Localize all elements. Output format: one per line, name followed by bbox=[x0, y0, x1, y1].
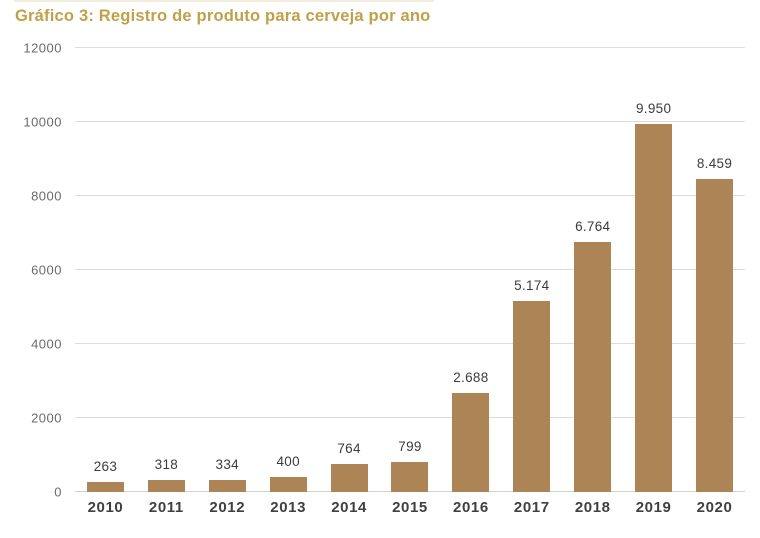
bar-column: 799 bbox=[380, 48, 441, 492]
y-axis-tick-label: 0 bbox=[54, 484, 62, 500]
bar-value-label: 9.950 bbox=[635, 100, 672, 116]
bar-value-label: 318 bbox=[154, 457, 179, 473]
bar bbox=[86, 482, 124, 492]
bar-column: 6.764 bbox=[562, 48, 623, 492]
plot-area: 263 318 334 400 764 799 2.688 5.174 6.764 9.950 8.… bbox=[75, 47, 745, 492]
x-axis-tick-label: 2010 bbox=[87, 499, 124, 516]
x-axis-tick-label: 2014 bbox=[331, 499, 367, 516]
gridline bbox=[75, 417, 745, 419]
x-axis: 2010 2011 2012 2013 2014 2015 2016 2017 2018 2019… bbox=[75, 499, 745, 521]
bar bbox=[696, 179, 734, 492]
bar-value-label: 8.459 bbox=[696, 156, 733, 172]
bar-column: 9.950 bbox=[623, 48, 684, 492]
y-axis-tick-label: 6000 bbox=[31, 262, 62, 278]
bar-value-label: 400 bbox=[276, 454, 300, 470]
bar bbox=[574, 241, 612, 492]
bar-column: 5.174 bbox=[501, 48, 562, 492]
bar-column: 334 bbox=[197, 48, 258, 492]
gridline bbox=[75, 47, 745, 48]
bar-column: 764 bbox=[319, 48, 380, 492]
bar bbox=[147, 480, 185, 492]
y-axis-tick-label: 12000 bbox=[23, 40, 62, 56]
x-axis-tick-label: 2013 bbox=[270, 499, 307, 516]
bar bbox=[452, 392, 490, 492]
bar bbox=[513, 300, 551, 492]
x-axis-tick-label: 2011 bbox=[148, 499, 184, 516]
y-axis-tick-label: 2000 bbox=[31, 410, 62, 426]
bar bbox=[635, 123, 673, 492]
chart-title: Gráfico 3: Registro de produto para cerv… bbox=[15, 7, 431, 25]
bar-column: 400 bbox=[258, 48, 319, 492]
bar-column: 263 bbox=[75, 48, 136, 492]
bar-value-label: 6.764 bbox=[575, 218, 611, 234]
x-axis-tick-label: 2015 bbox=[392, 499, 428, 516]
gridline bbox=[75, 269, 745, 270]
bar bbox=[391, 462, 429, 492]
bar-value-label: 764 bbox=[337, 440, 361, 456]
gridline bbox=[75, 343, 745, 345]
bar-value-label: 2.688 bbox=[453, 369, 489, 385]
top-divider bbox=[14, 0, 434, 2]
bar-column: 318 bbox=[136, 48, 197, 492]
gridline bbox=[75, 195, 745, 197]
bar-value-label: 799 bbox=[398, 439, 422, 455]
x-axis-tick-label: 2019 bbox=[635, 499, 672, 516]
bar-value-label: 334 bbox=[215, 456, 239, 472]
bar-value-label: 5.174 bbox=[514, 277, 550, 293]
x-axis-tick-label: 2020 bbox=[696, 499, 733, 516]
y-axis-tick-label: 8000 bbox=[31, 188, 62, 204]
y-axis-tick-label: 10000 bbox=[23, 114, 62, 130]
x-axis-tick-label: 2018 bbox=[574, 499, 611, 516]
bar-column: 2.688 bbox=[440, 48, 501, 492]
x-axis-tick-label: 2012 bbox=[209, 499, 246, 516]
y-axis-tick-label: 4000 bbox=[31, 336, 62, 352]
y-axis: 0 2000 4000 6000 8000 10000 12000 bbox=[0, 41, 62, 500]
bar bbox=[330, 463, 368, 492]
gridline bbox=[75, 121, 745, 122]
x-axis-tick-label: 2017 bbox=[513, 499, 550, 516]
bar-value-label: 263 bbox=[93, 459, 118, 475]
x-axis-tick-label: 2016 bbox=[453, 499, 489, 516]
bar bbox=[208, 479, 246, 492]
bar bbox=[269, 477, 307, 492]
bar-column: 8.459 bbox=[684, 48, 745, 492]
